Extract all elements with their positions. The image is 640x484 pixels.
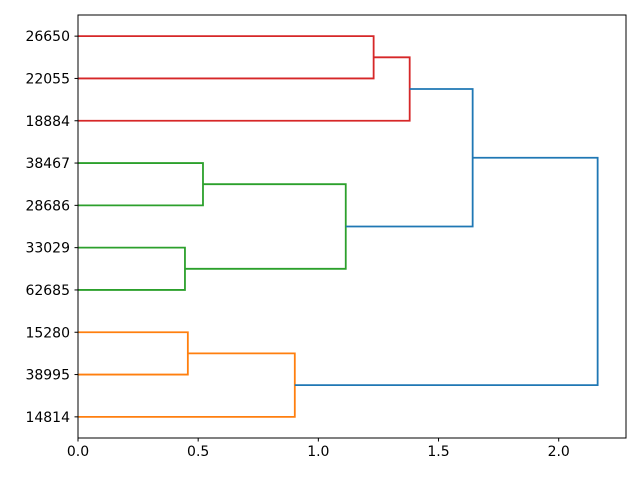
- leaf-label: 38467: [25, 156, 70, 172]
- x-tick-label: 1.0: [307, 444, 329, 460]
- dendrogram-link: [294, 156, 599, 387]
- axes-frame: [77, 14, 627, 439]
- leaf-label: 14814: [25, 410, 70, 426]
- dendrogram-link: [78, 56, 411, 122]
- dendrogram-link: [78, 246, 186, 291]
- leaf-label: 15280: [25, 325, 70, 341]
- leaf-label: 33029: [25, 241, 70, 257]
- leaf-label: 22055: [25, 71, 70, 87]
- x-tick-label: 0.5: [187, 444, 209, 460]
- x-tick-label: 2.0: [548, 444, 570, 460]
- leaf-label: 18884: [25, 114, 70, 130]
- x-tick-label: 1.5: [427, 444, 449, 460]
- dendrogram-link: [78, 331, 189, 376]
- leaf-label: 26650: [25, 29, 70, 45]
- leaf-label: 28686: [25, 198, 70, 214]
- leaf-label: 38995: [25, 368, 70, 384]
- dendrogram-link: [345, 88, 474, 228]
- leaf-label: 62685: [25, 283, 70, 299]
- dendrogram-link: [78, 352, 296, 418]
- x-tick-label: 0.0: [67, 444, 89, 460]
- dendrogram-link: [78, 162, 204, 207]
